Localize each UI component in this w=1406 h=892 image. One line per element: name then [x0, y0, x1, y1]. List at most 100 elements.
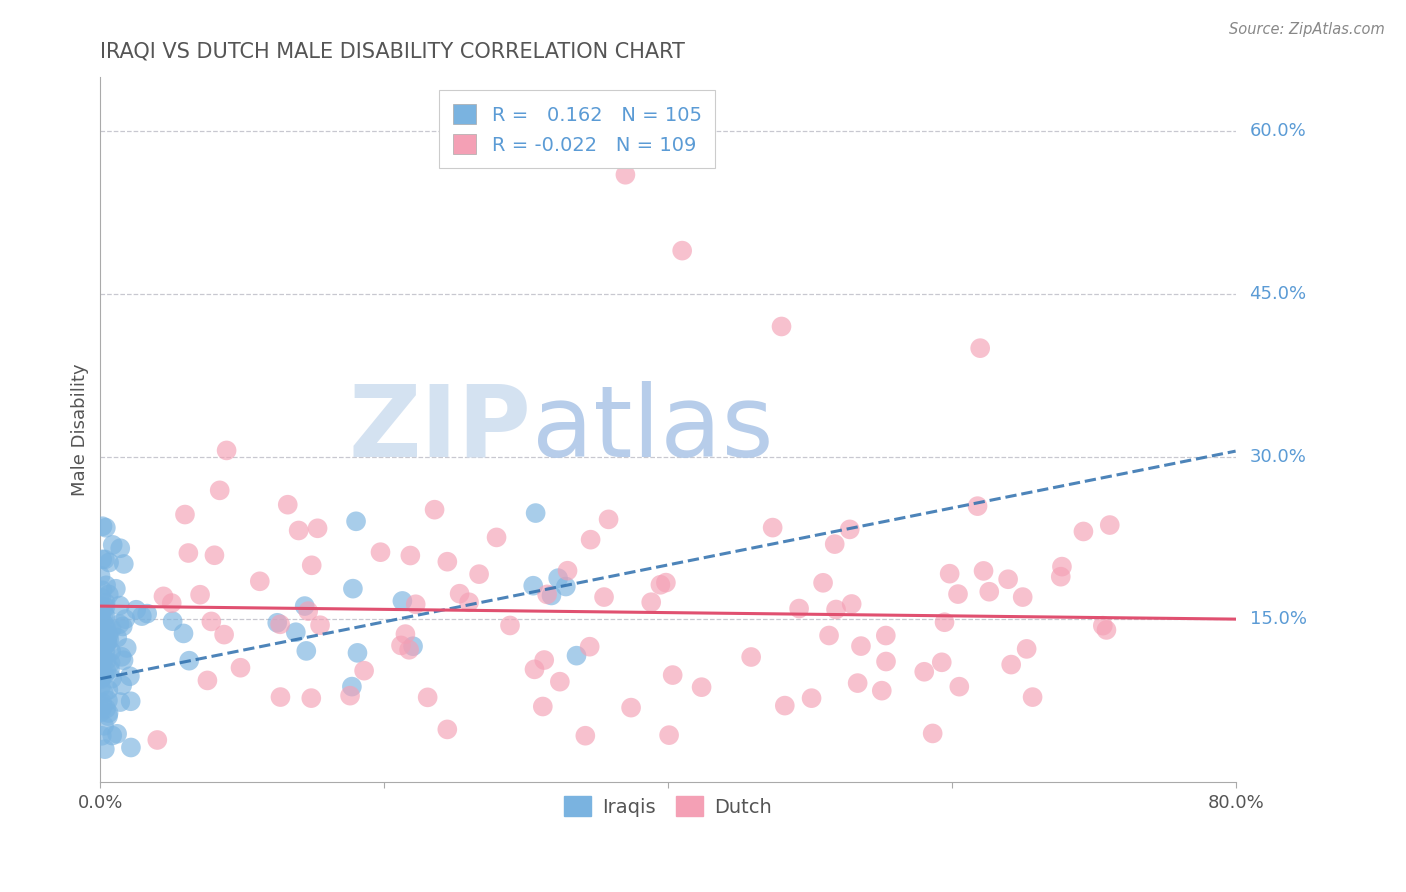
Point: [690, 680, 713, 694]
Point: [94, 552, 117, 566]
Point: [946, 587, 969, 601]
Point: [870, 683, 893, 698]
Point: [294, 599, 316, 613]
Point: [177, 546, 200, 560]
Point: [197, 673, 219, 688]
Point: [394, 627, 416, 641]
Point: [740, 650, 762, 665]
Point: [921, 726, 943, 740]
Point: [94, 701, 117, 715]
Point: [125, 603, 148, 617]
Point: [818, 628, 841, 642]
Point: [97, 709, 120, 723]
Point: [344, 514, 367, 528]
Point: [540, 589, 562, 603]
Point: [94, 638, 117, 652]
Point: [90, 599, 112, 614]
Point: [979, 584, 1001, 599]
Point: [1095, 623, 1118, 637]
Point: [849, 639, 872, 653]
Point: [94, 638, 117, 652]
Point: [269, 617, 291, 632]
Point: [524, 506, 547, 520]
Point: [346, 646, 368, 660]
Point: [598, 512, 620, 526]
Point: [1011, 590, 1033, 604]
Point: [593, 590, 616, 604]
Legend: Iraqis, Dutch: Iraqis, Dutch: [555, 789, 780, 825]
Point: [94, 633, 117, 648]
Point: [547, 571, 569, 585]
Point: [966, 499, 988, 513]
Point: [96, 634, 118, 648]
Point: [399, 549, 422, 563]
Point: [436, 723, 458, 737]
Point: [485, 530, 508, 544]
Point: [405, 597, 427, 611]
Point: [101, 672, 124, 686]
Point: [93, 668, 115, 682]
Point: [162, 614, 184, 628]
Point: [787, 601, 810, 615]
Point: [90, 645, 112, 659]
Point: [91, 696, 114, 710]
Point: [269, 690, 291, 704]
Point: [89, 569, 111, 583]
Point: [1098, 518, 1121, 533]
Point: [90, 671, 112, 685]
Point: [841, 597, 863, 611]
Point: [94, 645, 117, 659]
Point: [938, 566, 960, 581]
Point: [108, 617, 131, 632]
Text: 15.0%: 15.0%: [1250, 610, 1306, 628]
Point: [91, 519, 114, 533]
Point: [934, 615, 956, 630]
Point: [531, 699, 554, 714]
Point: [90, 605, 112, 619]
Point: [120, 694, 142, 708]
Point: [93, 606, 115, 620]
Point: [389, 639, 412, 653]
Point: [1000, 657, 1022, 672]
Point: [115, 640, 138, 655]
Point: [499, 618, 522, 632]
Point: [770, 319, 793, 334]
Point: [93, 686, 115, 700]
Point: [215, 443, 238, 458]
Point: [97, 628, 120, 642]
Point: [458, 595, 481, 609]
Point: [1073, 524, 1095, 539]
Point: [249, 574, 271, 589]
Point: [574, 729, 596, 743]
Point: [111, 678, 134, 692]
Point: [1015, 641, 1038, 656]
Point: [160, 596, 183, 610]
Point: [89, 661, 111, 675]
Y-axis label: Male Disability: Male Disability: [72, 363, 89, 496]
Point: [299, 691, 322, 706]
Point: [91, 624, 114, 639]
Point: [100, 656, 122, 670]
Point: [997, 572, 1019, 586]
Point: [875, 655, 897, 669]
Point: [342, 582, 364, 596]
Point: [825, 602, 848, 616]
Point: [91, 624, 114, 639]
Point: [391, 594, 413, 608]
Point: [1091, 618, 1114, 632]
Point: [554, 580, 576, 594]
Point: [173, 626, 195, 640]
Point: [671, 244, 693, 258]
Point: [90, 642, 112, 657]
Point: [97, 587, 120, 601]
Point: [105, 727, 128, 741]
Point: [973, 564, 995, 578]
Point: [398, 642, 420, 657]
Point: [912, 665, 935, 679]
Point: [811, 575, 834, 590]
Point: [96, 665, 118, 679]
Point: [98, 632, 121, 647]
Point: [118, 669, 141, 683]
Point: [800, 691, 823, 706]
Point: [112, 557, 135, 571]
